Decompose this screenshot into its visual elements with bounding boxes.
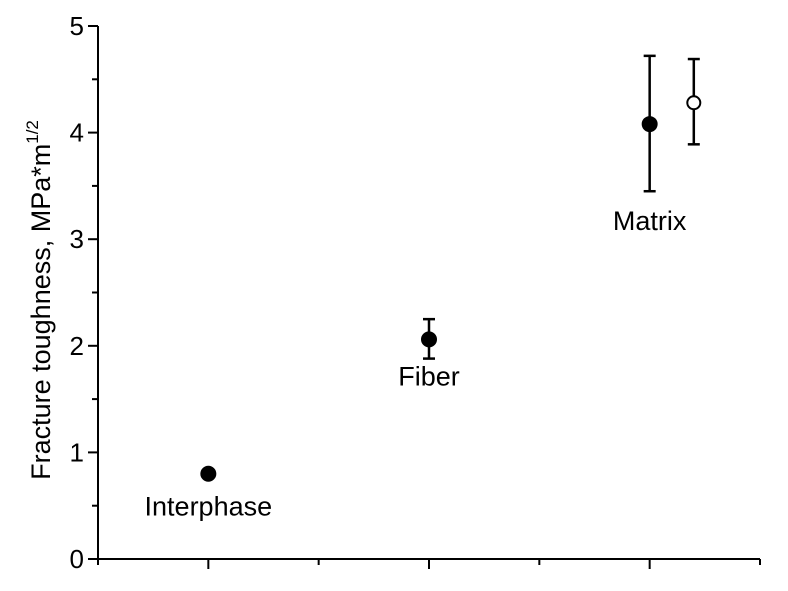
y-tick-label: 4 xyxy=(70,118,84,148)
category-label: Fiber xyxy=(398,362,460,392)
data-point xyxy=(421,331,437,348)
data-point-open xyxy=(686,95,702,111)
y-tick-label: 2 xyxy=(70,331,84,361)
annotations: Interphase Fiber Matrix xyxy=(145,206,687,522)
data-points xyxy=(200,95,702,482)
y-axis-title: Fracture toughness, MPa*m1/2 xyxy=(23,120,56,480)
data-point xyxy=(641,116,658,133)
axes: 0 1 2 3 4 5 xyxy=(70,11,761,574)
y-tick-label: 0 xyxy=(70,544,84,574)
category-label: Interphase xyxy=(145,492,273,522)
y-tick-label: 3 xyxy=(70,224,84,254)
data-point xyxy=(200,465,217,482)
category-label: Matrix xyxy=(613,206,687,236)
y-tick-label: 1 xyxy=(70,437,84,467)
y-tick-label: 5 xyxy=(70,11,84,41)
